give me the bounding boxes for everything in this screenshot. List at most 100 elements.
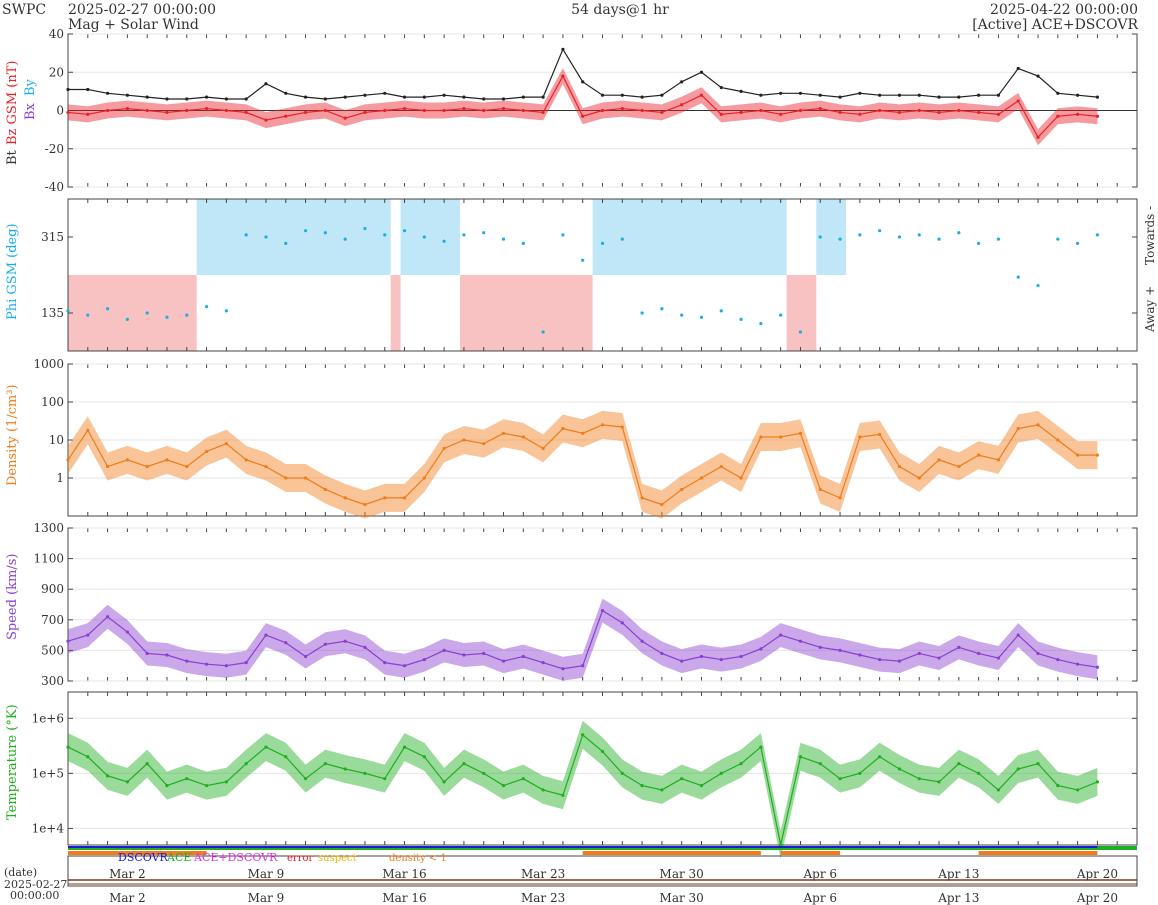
bt-point: [699, 70, 704, 74]
speed-range-band: [68, 598, 1098, 681]
temperature-axis-label: Temperature (°K): [5, 704, 20, 820]
phi-point: [779, 313, 783, 317]
bz-point: [561, 74, 565, 78]
bz-point: [66, 110, 70, 115]
temperature-point: [897, 767, 902, 771]
bz-point: [383, 108, 387, 113]
temperature-point: [759, 745, 763, 749]
speed-point: [204, 662, 209, 666]
mag-ytick-label: 40: [49, 27, 64, 41]
speed-point: [1095, 665, 1100, 669]
legend-dscovr: DSCOVR: [118, 851, 169, 864]
temperature-point: [1076, 788, 1080, 792]
density-point: [482, 442, 486, 446]
density-point: [66, 458, 70, 462]
phi-point: [1076, 241, 1080, 245]
bz-point: [937, 110, 941, 115]
bz-point: [284, 114, 288, 118]
temperature-ytick-label: 1e+5: [32, 766, 64, 780]
bz-point: [977, 110, 981, 115]
temperature-point: [363, 771, 367, 775]
temperature-point: [125, 780, 129, 784]
speed-ytick-label: 900: [41, 582, 64, 596]
x-tick-label-bottom: Mar 9: [248, 891, 285, 905]
temperature-point: [600, 749, 605, 754]
speed-ytick-label: 500: [41, 643, 64, 657]
bt-point: [442, 93, 446, 97]
density-range-band: [68, 410, 1098, 519]
temperature-point: [858, 771, 862, 775]
density-point: [739, 476, 743, 480]
speed-point: [284, 641, 288, 645]
density-point: [660, 502, 664, 507]
speed-point: [779, 633, 783, 637]
density-point: [798, 431, 803, 435]
bt-point: [501, 97, 506, 101]
bt-point: [739, 89, 743, 93]
speed-point: [838, 648, 842, 653]
density-point: [125, 458, 129, 462]
bt-point: [224, 97, 228, 101]
phi-ytick-label: 315: [41, 230, 64, 244]
speed-point: [699, 654, 704, 659]
temperature-point: [402, 745, 407, 749]
bz-point: [521, 108, 525, 113]
speed-panel: 1300 1100 900 700 500 300: [33, 521, 1138, 688]
phi-point: [521, 241, 525, 245]
speed-point: [343, 639, 347, 643]
temperature-point: [818, 762, 822, 766]
bt-point: [1036, 74, 1040, 78]
speed-point: [105, 615, 110, 619]
phi-point: [402, 229, 407, 233]
away-label: Away +: [1143, 286, 1157, 333]
away-sector: [68, 275, 197, 351]
x-tick-label-bottom: Mar 23: [521, 891, 565, 905]
bt-point: [1016, 66, 1020, 71]
speed-point: [660, 651, 664, 656]
phi-point: [680, 313, 684, 317]
density-ytick-label: 1000: [33, 357, 64, 371]
speed-ytick-label: 1300: [33, 521, 64, 535]
temperature-ytick-label: 1e+6: [32, 711, 64, 725]
bt-point: [303, 95, 308, 99]
phi-point: [66, 309, 70, 313]
towards-sector: [592, 199, 787, 275]
legend-density: density < 1: [389, 853, 447, 864]
phi-point: [699, 315, 704, 319]
temperature-point: [917, 777, 921, 781]
source-status-bar: [68, 846, 1137, 855]
x-tick-label-bottom: Mar 30: [660, 891, 704, 905]
bt-axis-label: Bt: [5, 149, 20, 165]
bz-point: [204, 106, 209, 111]
bt-point: [521, 95, 525, 99]
x-tick-label: Mar 9: [248, 867, 285, 881]
density-point: [977, 453, 981, 457]
speed-point: [185, 659, 189, 663]
phi-point: [501, 237, 506, 241]
density-point: [165, 458, 169, 462]
speed-point: [145, 651, 149, 656]
status-density-flag: [978, 851, 1098, 855]
speed-point: [462, 653, 466, 657]
density-point: [1016, 426, 1020, 431]
time-span: 54 days@1 hr: [571, 2, 669, 18]
density-ytick-label: 10: [49, 433, 64, 447]
density-point: [1095, 453, 1100, 457]
bz-point: [719, 112, 723, 116]
speed-ytick-label: 300: [41, 674, 64, 688]
density-point: [264, 464, 268, 469]
status-dscovr-strip: [68, 846, 1098, 848]
temperature-point: [620, 771, 624, 775]
density-point: [462, 438, 466, 442]
speed-point: [759, 647, 763, 651]
density-point: [402, 496, 407, 500]
temperature-point: [442, 780, 446, 784]
phi-axis-label: Phi GSM (deg): [5, 223, 20, 320]
bz-point: [838, 110, 842, 115]
density-point: [541, 446, 545, 451]
bt-point: [185, 97, 189, 101]
temperature-point: [878, 755, 882, 759]
bt-point: [422, 95, 426, 99]
bz-point: [541, 110, 545, 115]
away-sector: [459, 275, 593, 351]
